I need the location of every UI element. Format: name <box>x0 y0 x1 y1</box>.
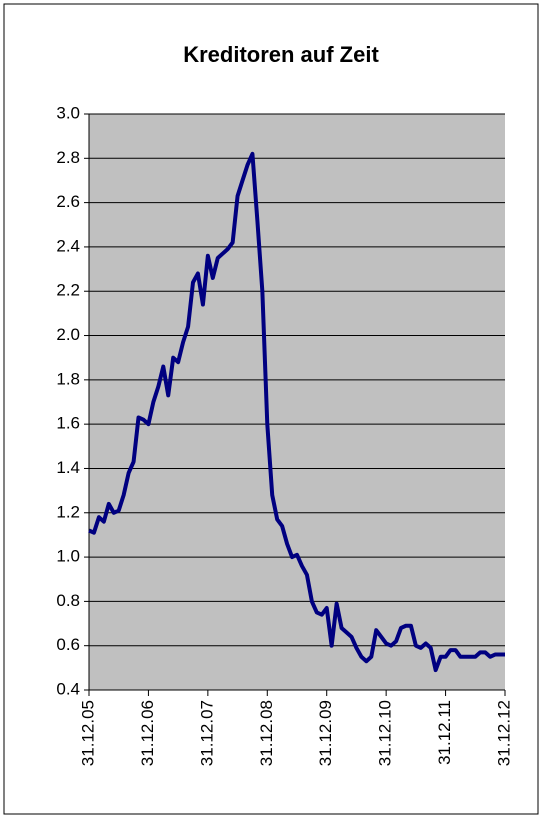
y-tick-label: 2.4 <box>56 236 80 255</box>
x-tick-label: 31.12.12 <box>494 700 513 766</box>
y-tick-label: 0.8 <box>56 591 80 610</box>
y-tick-label: 2.8 <box>56 148 80 167</box>
x-tick-label: 31.12.11 <box>435 700 454 765</box>
x-tick-label: 31.12.10 <box>376 700 395 766</box>
x-tick-label: 31.12.05 <box>78 700 97 766</box>
y-tick-label: 2.0 <box>56 325 80 344</box>
x-tick-label: 31.12.09 <box>316 700 335 766</box>
y-tick-label: 0.6 <box>56 635 80 654</box>
y-tick-label: 3.0 <box>56 103 80 122</box>
x-tick-label: 31.12.08 <box>257 700 276 766</box>
y-tick-label: 1.2 <box>56 502 80 521</box>
y-tick-label: 0.4 <box>56 679 80 698</box>
y-tick-label: 1.4 <box>56 458 80 477</box>
y-tick-label: 1.6 <box>56 414 80 433</box>
y-tick-label: 1.8 <box>56 369 80 388</box>
data-line <box>88 151 505 673</box>
plot-area <box>89 114 505 690</box>
x-tick-label: 31.12.07 <box>197 700 216 766</box>
y-tick-label: 2.6 <box>56 192 80 211</box>
chart-title: Kreditoren auf Zeit <box>183 42 379 67</box>
y-tick-label: 2.2 <box>56 281 80 300</box>
y-tick-label: 1.0 <box>56 547 80 566</box>
x-tick-label: 31.12.06 <box>138 700 157 766</box>
